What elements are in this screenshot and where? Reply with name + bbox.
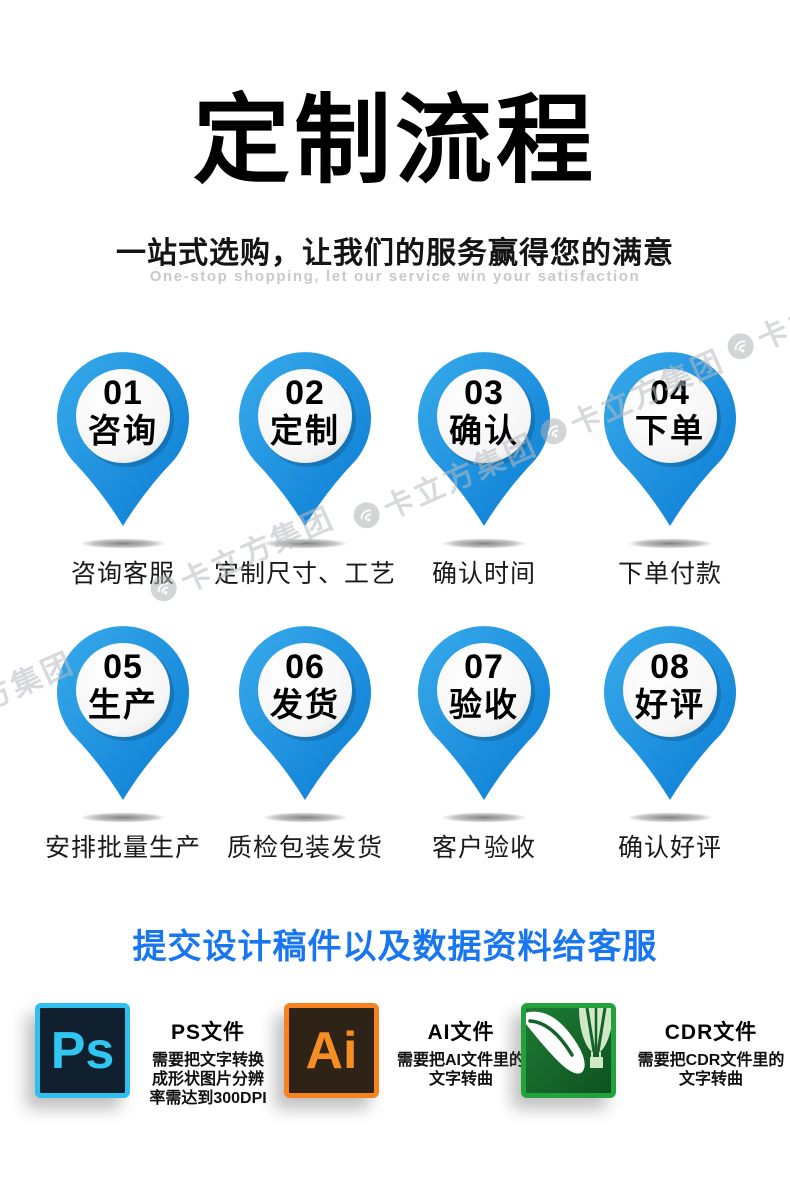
coreldraw-icon xyxy=(521,1003,616,1098)
pin-label: 07 验收 xyxy=(437,648,531,723)
step-number: 03 xyxy=(464,374,504,412)
photoshop-icon: Ps xyxy=(35,1003,130,1098)
map-pin-icon xyxy=(604,626,736,800)
file-type-title: CDR文件 xyxy=(664,1021,758,1044)
step-name: 确认 xyxy=(449,412,519,449)
map-pin-icon xyxy=(239,352,371,526)
pin-label: 06 发货 xyxy=(258,648,352,723)
map-pin-icon xyxy=(604,352,736,526)
app-icon-letters: Ps xyxy=(50,1021,115,1080)
pin-ground-shadow xyxy=(429,811,539,824)
process-step: 03 确认 确认时间 xyxy=(414,348,554,598)
map-pin-icon xyxy=(239,626,371,800)
process-step: 06 发货 质检包装发货 xyxy=(227,622,382,872)
pin-label: 05 生产 xyxy=(76,648,170,723)
step-caption: 质检包装发货 xyxy=(226,834,384,862)
step-caption: 确认好评 xyxy=(617,834,723,862)
step-name: 下单 xyxy=(635,412,705,449)
pin-ground-shadow xyxy=(68,811,178,824)
process-step: 01 咨询 咨询客服 xyxy=(53,348,193,598)
step-name: 定制 xyxy=(270,412,340,449)
process-step: 07 验收 客户验收 xyxy=(414,622,554,872)
pin-ground-shadow xyxy=(429,537,539,550)
step-number: 01 xyxy=(103,374,143,412)
step-number: 04 xyxy=(650,374,690,412)
step-caption: 客户验收 xyxy=(431,834,537,862)
step-number: 02 xyxy=(285,374,325,412)
map-pin-icon xyxy=(418,352,550,526)
pin-label: 01 咨询 xyxy=(76,374,170,449)
pin-label: 04 下单 xyxy=(623,374,717,449)
submit-note: 提交设计稿件以及数据资料给客服 xyxy=(132,928,658,966)
file-type-title: AI文件 xyxy=(427,1021,495,1044)
pin-ground-shadow xyxy=(250,537,360,550)
map-pin-icon xyxy=(57,626,189,800)
step-number: 08 xyxy=(650,648,690,686)
pin-ground-shadow xyxy=(615,537,725,550)
step-caption: 安排批量生产 xyxy=(44,834,202,862)
pin-label: 03 确认 xyxy=(437,374,531,449)
step-name: 发货 xyxy=(270,686,340,723)
coreldraw-art xyxy=(526,1008,611,1093)
file-type-desc: 需要把CDR文件里的文字转曲 xyxy=(637,1052,785,1088)
process-step: 04 下单 下单付款 xyxy=(600,348,740,598)
pin-ground-shadow xyxy=(68,537,178,550)
file-type-title: PS文件 xyxy=(170,1021,245,1044)
process-step: 05 生产 安排批量生产 xyxy=(45,622,200,872)
file-type-desc: 需要把文字转换成形状图片分辨率需达到300DPI xyxy=(149,1052,267,1107)
step-number: 05 xyxy=(103,648,143,686)
page-subtitle-en: One-stop shopping, let our service win y… xyxy=(149,268,641,285)
step-number: 07 xyxy=(464,648,504,686)
step-name: 验收 xyxy=(449,686,519,723)
pin-ground-shadow xyxy=(250,811,360,824)
step-caption: 确认时间 xyxy=(431,560,537,588)
map-pin-icon xyxy=(57,352,189,526)
pin-label: 02 定制 xyxy=(258,374,352,449)
step-caption: 定制尺寸、工艺 xyxy=(213,560,397,588)
step-name: 咨询 xyxy=(88,412,158,449)
pin-ground-shadow xyxy=(615,811,725,824)
step-number: 06 xyxy=(285,648,325,686)
step-name: 生产 xyxy=(88,686,158,723)
step-name: 好评 xyxy=(635,686,705,723)
process-step: 02 定制 定制尺寸、工艺 xyxy=(214,348,395,598)
page-subtitle: 一站式选购，让我们的服务赢得您的满意 xyxy=(116,237,674,270)
pin-label: 08 好评 xyxy=(623,648,717,723)
file-type-desc: 需要把AI文件里的文字转曲 xyxy=(396,1052,525,1088)
page-title: 定制流程 xyxy=(193,86,597,195)
process-step: 08 好评 确认好评 xyxy=(600,622,740,872)
step-caption: 下单付款 xyxy=(617,560,723,588)
illustrator-icon: Ai xyxy=(284,1003,379,1098)
app-icon-letters: Ai xyxy=(305,1021,358,1080)
map-pin-icon xyxy=(418,626,550,800)
